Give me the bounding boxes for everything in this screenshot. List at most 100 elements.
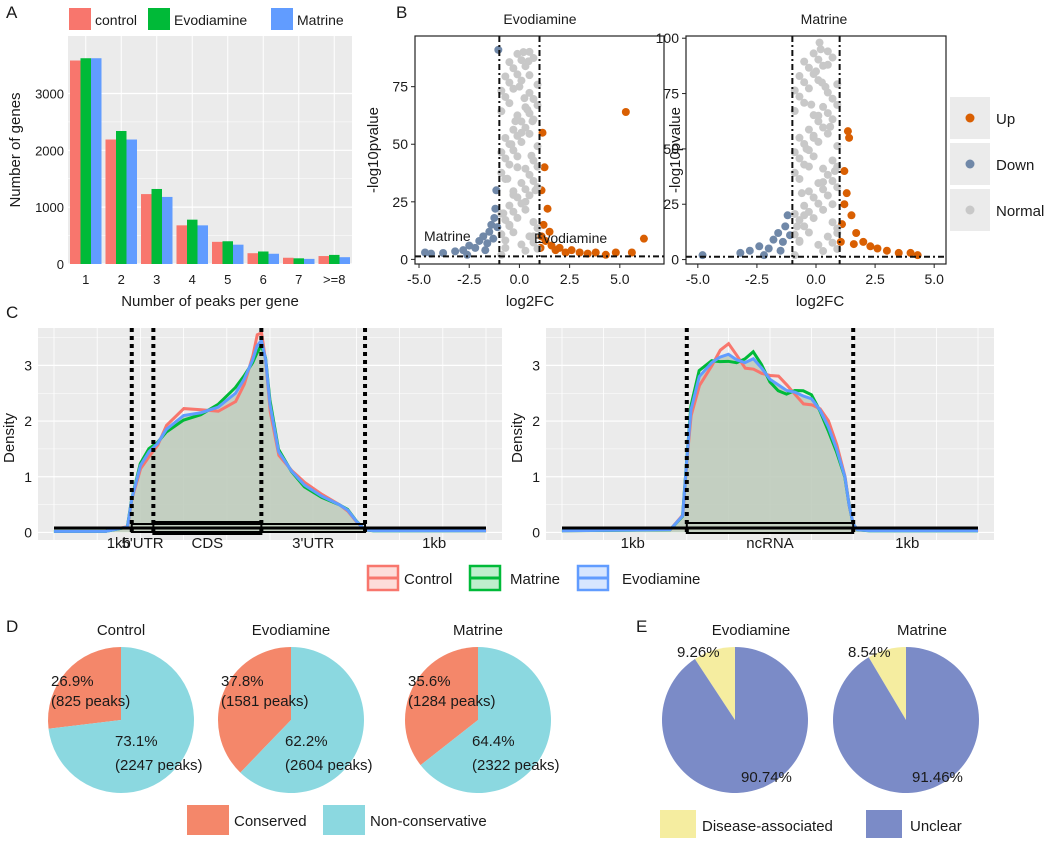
point-normal [816, 45, 825, 54]
point-normal [833, 224, 842, 233]
bar-control->=8 [318, 256, 329, 264]
segment-label: 3'UTR [292, 535, 334, 552]
segment-label: ncRNA [746, 535, 794, 552]
point-normal [800, 57, 809, 66]
legend-marker-down [965, 159, 975, 169]
point-down [421, 248, 430, 257]
legend-label-disease: Disease-associated [702, 818, 833, 835]
legend-swatch-disease [660, 810, 696, 838]
point-down [487, 220, 496, 229]
point-down [471, 243, 480, 252]
point-down [493, 223, 502, 232]
point-normal [804, 207, 813, 216]
legend-swatch-nonconservative [323, 805, 365, 835]
bar-control-5 [212, 241, 223, 264]
point-normal [533, 224, 542, 233]
pie-slice-conserved [405, 647, 478, 766]
ytick-label: 100 [656, 30, 680, 46]
point-down [736, 248, 745, 257]
point-up [561, 248, 570, 257]
pie-label-non-peaks: (2247 peaks) [115, 757, 203, 774]
a-xtick-label: 2 [118, 272, 125, 287]
point-normal [513, 70, 522, 79]
point-normal [517, 240, 526, 249]
bar-matrine-4 [197, 225, 208, 264]
panel-b-volcano-evodiamine: Evodiamine -5.0 -2.5 0.0 2.5 5.0 0 25 50 75 Matr… [365, 11, 665, 310]
point-normal [795, 92, 804, 101]
point-normal [809, 214, 818, 223]
point-normal [529, 238, 538, 247]
point-normal [505, 201, 514, 210]
xtick-label: -2.5 [745, 271, 769, 287]
point-normal [814, 199, 823, 208]
point-up [882, 246, 891, 255]
point-down [479, 232, 488, 241]
point-normal [521, 164, 530, 173]
point-normal [501, 243, 510, 252]
point-up [543, 204, 552, 213]
point-normal [828, 177, 837, 186]
point-up [575, 248, 584, 257]
point-up [840, 167, 849, 176]
point-up [555, 243, 564, 252]
point-up [866, 242, 875, 251]
pie-slice-conserved [47, 647, 121, 729]
point-normal [814, 137, 823, 146]
point-normal [828, 218, 837, 227]
point-up [836, 237, 845, 246]
point-normal [823, 191, 832, 200]
pie-label-conserved-peaks: (1581 peaks) [221, 693, 309, 710]
panel-b2-title: Matrine [801, 11, 848, 27]
segment-label: 5'UTR [122, 535, 164, 552]
legend-label-nonconservative: Non-conservative [370, 813, 487, 830]
panel-a-bar-chart: 0 1000 2000 3000 1 2 3 4 5 6 7 >=8 control Evodiam… [7, 8, 352, 310]
legend-label-down: Down [996, 157, 1034, 174]
legend-label-evodiamine-c: Evodiamine [622, 571, 700, 588]
gene-model-box [685, 522, 855, 534]
a-ytick-label: 1000 [35, 200, 64, 215]
point-normal [519, 48, 528, 57]
panel-b1-title: Evodiamine [503, 11, 576, 27]
point-normal [525, 191, 534, 200]
ytick-label: 75 [392, 79, 408, 95]
point-normal [525, 170, 534, 179]
point-normal [509, 187, 518, 196]
c-ytick-label: 3 [532, 357, 540, 373]
point-normal [517, 117, 526, 126]
pie-label-non-peaks: (2604 peaks) [285, 757, 373, 774]
legend-marker-up [965, 113, 975, 123]
point-normal [809, 152, 818, 161]
point-normal [501, 133, 510, 142]
a-xtick-label: 3 [153, 272, 160, 287]
pie-slice-unclear [661, 647, 808, 793]
point-normal [521, 205, 530, 214]
point-normal [809, 131, 818, 140]
point-down [778, 237, 787, 246]
point-normal [525, 71, 534, 80]
point-normal [521, 246, 530, 255]
point-normal [525, 88, 534, 97]
bar-matrine-7 [304, 258, 315, 264]
point-up [639, 234, 648, 243]
gene-model-cds [152, 521, 263, 535]
xtick-label: 0.0 [806, 271, 826, 287]
point-down [764, 244, 773, 253]
point-normal [517, 138, 526, 147]
xtick-label: -2.5 [457, 271, 481, 287]
point-normal [521, 123, 530, 132]
pie-label-non-pct: 62.2% [285, 733, 328, 750]
ytick-label: 75 [663, 86, 679, 102]
panel-b1-annotation-evodiamine: Evodiamine [534, 230, 607, 246]
point-up [545, 227, 554, 236]
segment-label: 1kb [621, 535, 645, 552]
point-normal [509, 84, 518, 93]
bar-matrine-6 [268, 253, 279, 264]
point-normal [809, 49, 818, 58]
bar-evodiamine-4 [187, 219, 198, 264]
pie-title: Matrine [897, 622, 947, 639]
point-normal [819, 247, 828, 256]
point-normal [513, 213, 522, 222]
point-down [755, 242, 764, 251]
legend-label-matrine-c: Matrine [510, 571, 560, 588]
